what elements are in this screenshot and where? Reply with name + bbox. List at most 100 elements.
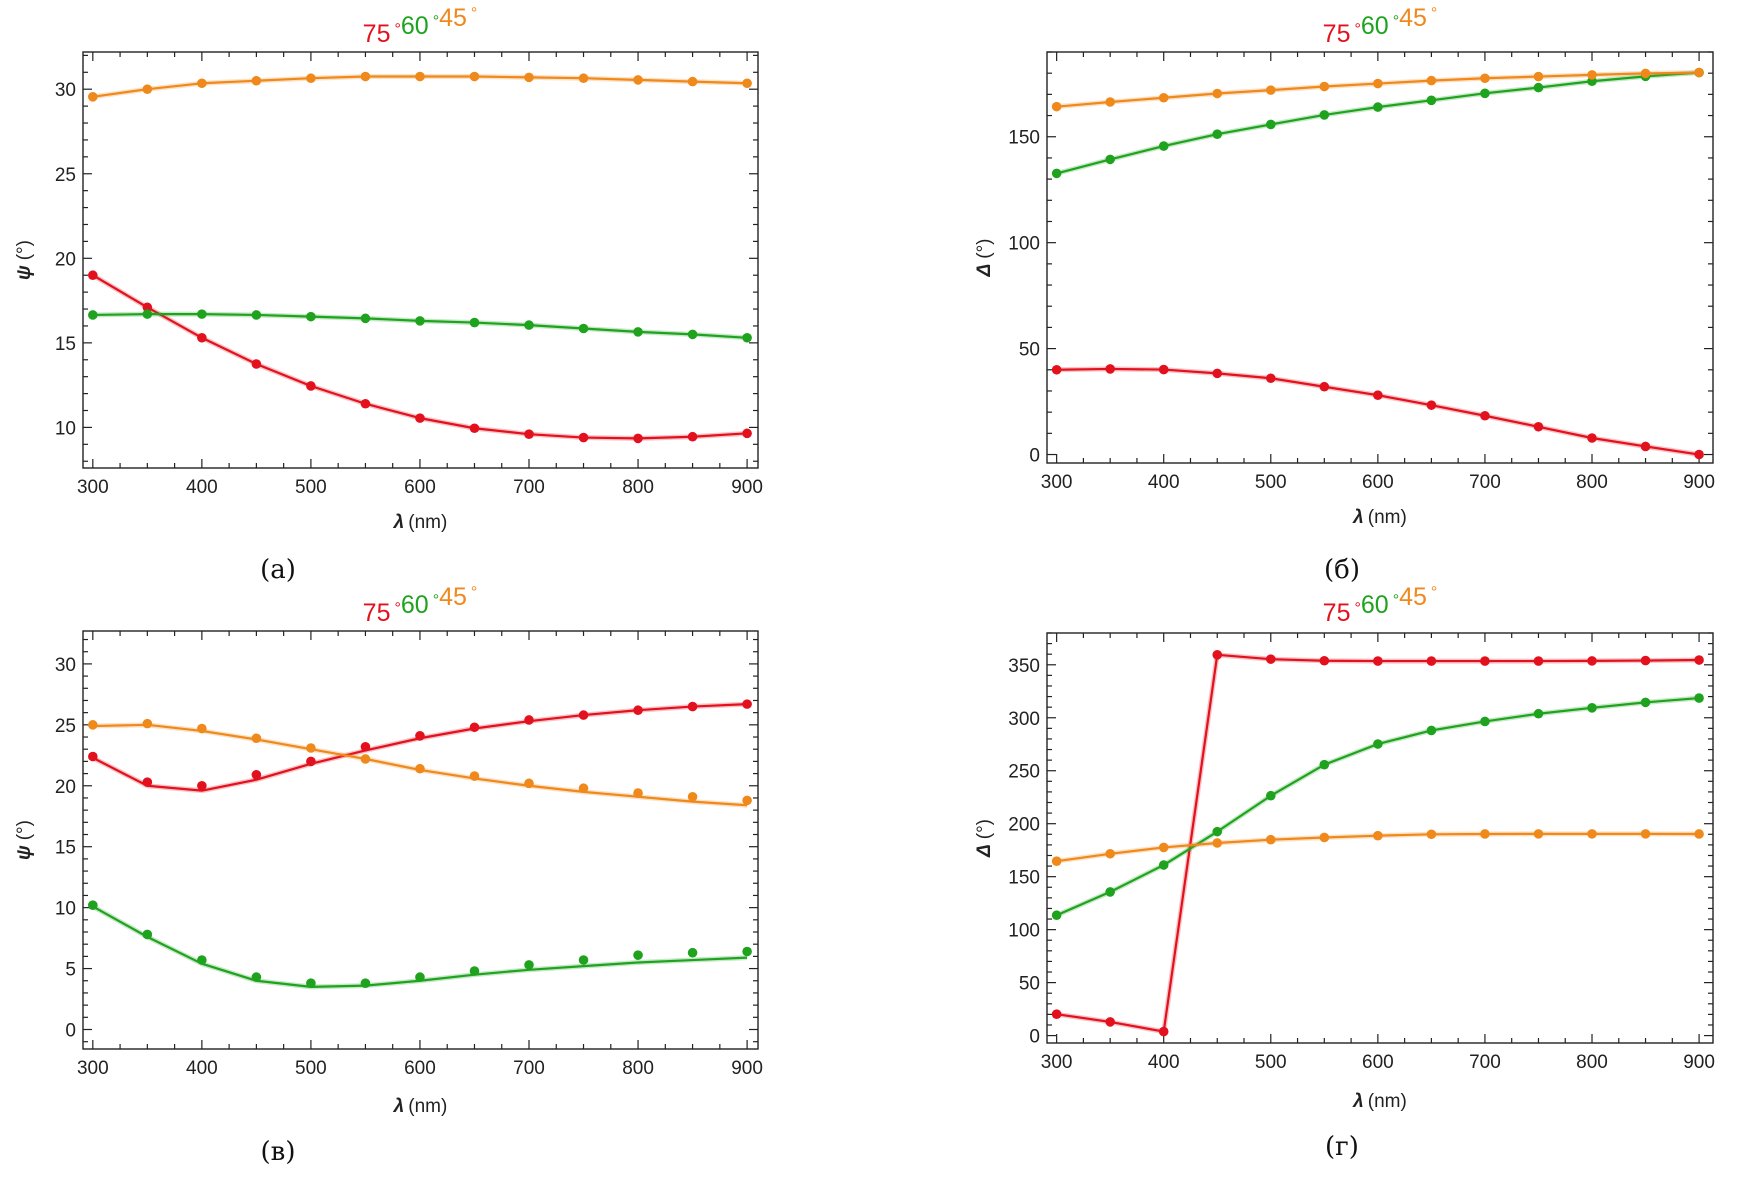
data-point: [251, 310, 262, 320]
y-tick-label: 100: [1008, 921, 1040, 942]
panel-label: (а): [260, 555, 296, 585]
data-point: [633, 75, 643, 85]
legend-entry-45: 45: [1399, 4, 1427, 32]
y-tick-label: 20: [55, 777, 76, 798]
x-axis-label: λ (nm): [393, 1096, 448, 1117]
data-point: [1694, 829, 1704, 839]
data-point: [1051, 910, 1062, 921]
data-point: [633, 788, 643, 798]
y-axis-unit: (°): [974, 819, 995, 839]
x-axis-symbol: λ: [393, 1096, 405, 1117]
y-tick-label: 0: [1029, 1027, 1040, 1048]
y-axis-symbol: Δ: [974, 264, 995, 278]
data-point: [524, 778, 534, 789]
y-tick-label: 50: [1019, 340, 1040, 361]
series-60: [1051, 693, 1704, 921]
data-point: [1265, 654, 1276, 664]
legend-degree: °: [471, 584, 477, 601]
y-tick-label: 200: [1008, 815, 1040, 836]
data-point: [1480, 716, 1490, 727]
data-point: [578, 323, 589, 334]
x-axis-label: λ (nm): [1352, 507, 1407, 528]
series-60: [88, 900, 752, 990]
x-tick-label: 700: [513, 477, 545, 498]
y-tick-label: 25: [55, 165, 76, 186]
data-point: [197, 78, 207, 89]
data-point: [1587, 433, 1597, 443]
x-axis-unit: (nm): [408, 1096, 447, 1117]
series-45: [1051, 67, 1704, 112]
legend-degree: °: [471, 5, 477, 22]
data-point: [360, 978, 371, 988]
data-point: [1212, 826, 1223, 837]
data-point: [1158, 364, 1169, 375]
x-axis-symbol: λ: [1352, 1091, 1364, 1112]
data-point: [306, 978, 316, 988]
series-75: [1051, 650, 1704, 1037]
data-point: [1480, 410, 1490, 421]
x-tick-label: 300: [77, 477, 109, 498]
data-point: [1212, 88, 1223, 99]
data-point: [415, 413, 425, 423]
data-point: [1319, 655, 1330, 666]
series-60: [88, 309, 752, 343]
data-point: [1426, 75, 1437, 86]
legend-title: 75 °60 °45 °: [363, 4, 478, 48]
y-axis-label: Δ (°): [974, 819, 995, 858]
data-point: [1587, 702, 1597, 713]
y-tick-label: 10: [55, 418, 76, 439]
x-axis-unit: (nm): [408, 512, 447, 533]
data-point: [142, 777, 153, 787]
x-axis-symbol: λ: [393, 512, 405, 533]
y-axis-unit: (°): [14, 240, 35, 260]
x-tick-label: 900: [1683, 1052, 1715, 1073]
legend-degree: °: [433, 13, 439, 30]
series-75: [1051, 364, 1704, 460]
data-point: [142, 929, 153, 940]
x-tick-label: 400: [1148, 1052, 1180, 1073]
series-45: [88, 718, 752, 808]
y-tick-label: 25: [55, 716, 76, 737]
data-point: [197, 723, 207, 734]
data-point: [1426, 829, 1437, 840]
y-axis-label: ψ (°): [14, 240, 35, 280]
data-point: [360, 398, 371, 409]
data-point: [360, 754, 371, 764]
x-tick-label: 800: [622, 1058, 654, 1079]
series-45: [1051, 829, 1704, 867]
data-point: [1265, 119, 1276, 130]
series-line: [1056, 71, 1700, 108]
x-axis-label: λ (nm): [393, 512, 448, 533]
data-point: [1373, 656, 1383, 666]
y-tick-label: 0: [65, 1021, 76, 1042]
data-point: [742, 946, 752, 957]
data-point: [88, 310, 98, 320]
data-point: [687, 329, 698, 340]
data-point: [1480, 656, 1490, 666]
data-point: [1158, 860, 1169, 870]
data-point: [1051, 1009, 1062, 1019]
data-point: [687, 701, 698, 712]
series-line-glow: [1055, 695, 1700, 918]
legend-entry-75: 75: [363, 599, 391, 627]
data-point: [88, 92, 98, 102]
data-point: [1694, 693, 1704, 703]
data-point: [1319, 81, 1330, 92]
data-point: [524, 429, 534, 439]
data-point: [1426, 400, 1437, 410]
data-point: [1105, 154, 1115, 165]
data-point: [1426, 95, 1437, 106]
y-tick-label: 0: [1029, 446, 1040, 467]
data-point: [578, 783, 589, 794]
data-point: [742, 332, 752, 343]
data-point: [1212, 838, 1223, 848]
data-point: [469, 317, 480, 328]
data-point: [687, 431, 698, 442]
data-point: [1640, 441, 1651, 452]
x-tick-label: 400: [186, 477, 218, 498]
x-tick-label: 500: [295, 1058, 327, 1079]
x-tick-label: 600: [1362, 472, 1394, 493]
x-tick-label: 800: [622, 477, 654, 498]
x-tick-label: 900: [1683, 472, 1715, 493]
